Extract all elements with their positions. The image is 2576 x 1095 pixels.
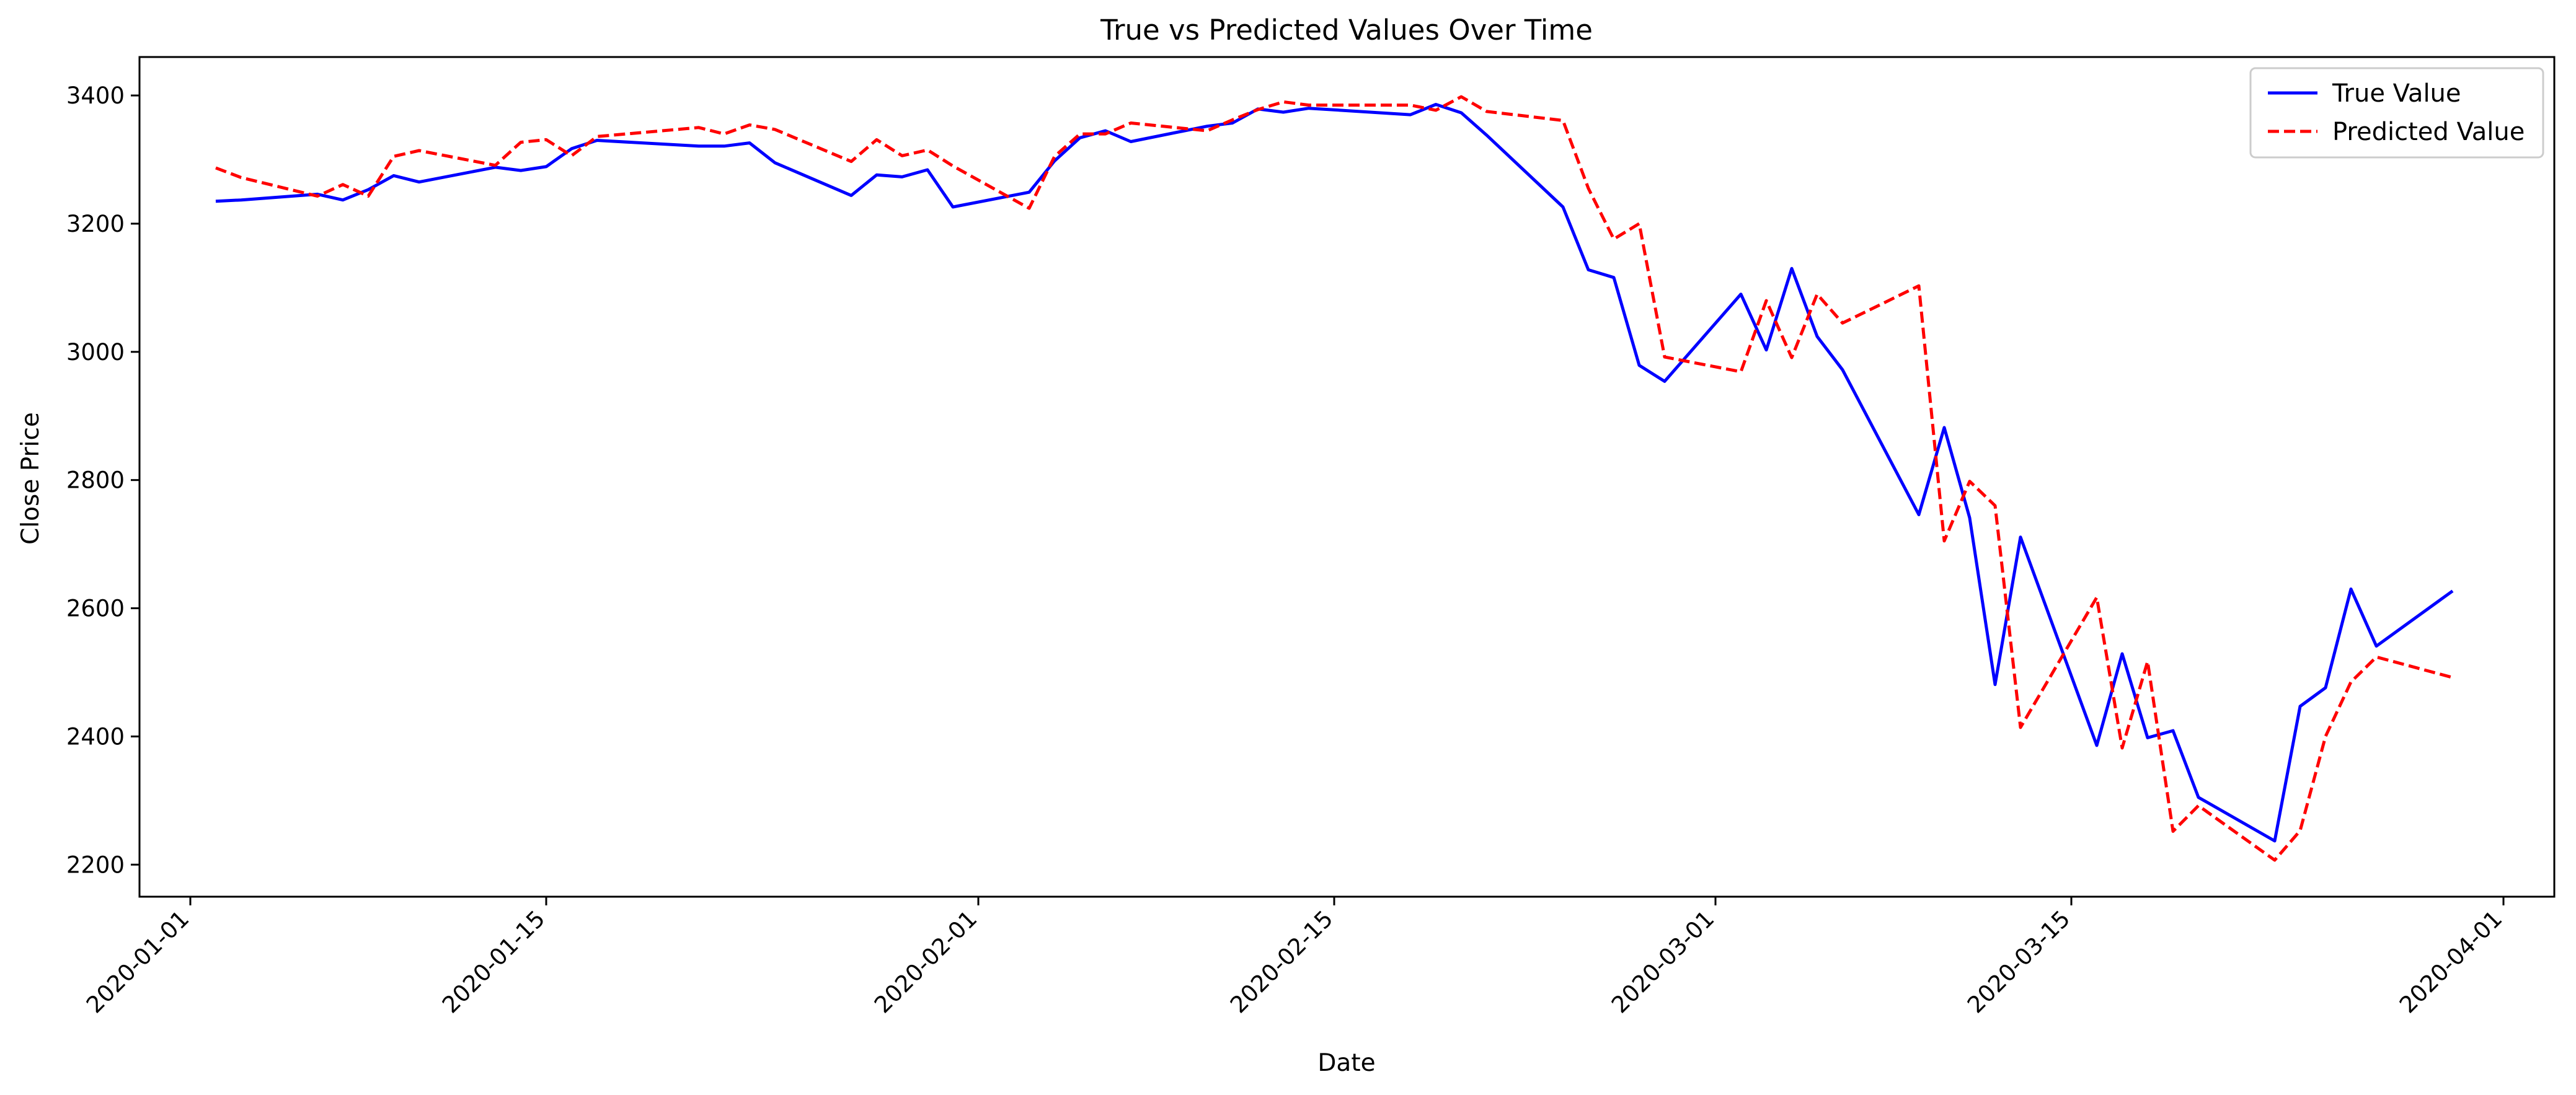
x-tick-label: 2020-03-15 <box>1962 905 2075 1018</box>
plot-area <box>215 95 2454 862</box>
x-tick-label: 2020-01-01 <box>81 905 194 1018</box>
x-tick-label: 2020-03-01 <box>1606 905 1719 1018</box>
legend-label-true-value: True Value <box>2332 79 2461 108</box>
x-axis-ticks: 2020-01-01 2020-01-15 2020-02-01 2020-02-15… <box>81 897 2507 1018</box>
y-tick-label: 2200 <box>66 851 125 878</box>
series-line-predicted-value <box>215 95 2453 862</box>
y-tick-label: 2400 <box>66 723 125 750</box>
x-tick-label: 2020-02-15 <box>1225 905 1338 1018</box>
chart-title: True vs Predicted Values Over Time <box>1100 14 1593 46</box>
y-axis-ticks: 2200 2400 2600 2800 3000 3200 3400 <box>66 82 139 878</box>
legend-box <box>2249 67 2544 159</box>
y-tick-label: 3200 <box>66 211 125 237</box>
x-tick-label: 2020-01-15 <box>437 905 550 1018</box>
y-tick-label: 2600 <box>66 596 125 622</box>
legend-label-predicted-value: Predicted Value <box>2332 118 2525 146</box>
y-tick-label: 2800 <box>66 467 125 494</box>
y-tick-label: 3400 <box>66 82 125 109</box>
x-axis-label: Date <box>1317 1049 1375 1077</box>
plot-frame <box>138 56 2556 898</box>
series-line-true-value <box>215 103 2454 843</box>
legend: True Value Predicted Value <box>2249 67 2544 159</box>
x-tick-label: 2020-04-01 <box>2394 905 2507 1018</box>
y-tick-label: 3000 <box>66 339 125 366</box>
x-tick-label: 2020-02-01 <box>869 905 982 1018</box>
y-axis-label: Close Price <box>17 412 45 545</box>
